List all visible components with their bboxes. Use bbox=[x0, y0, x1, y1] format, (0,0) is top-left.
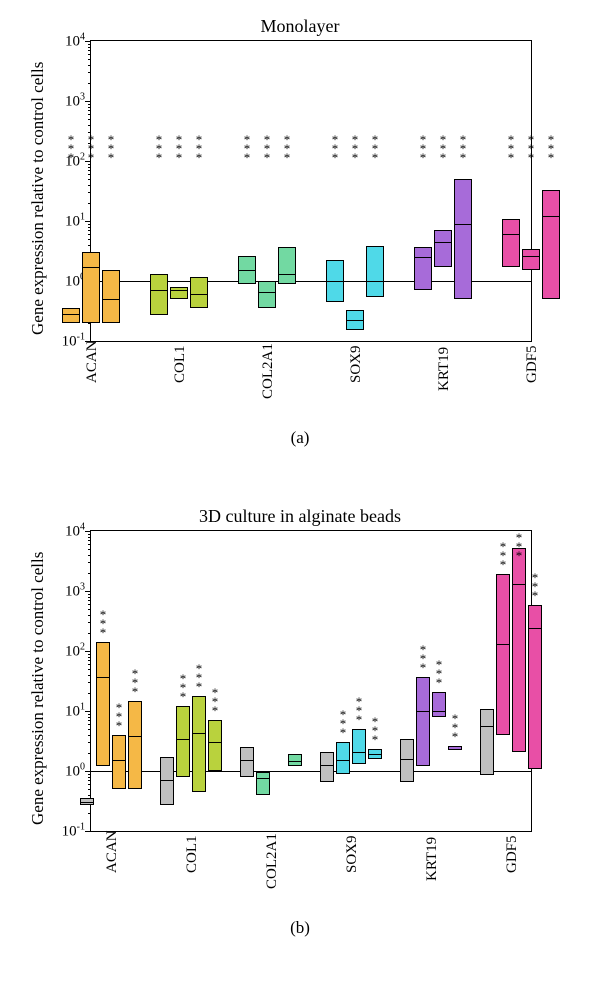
box-COL2A1-0 bbox=[240, 747, 254, 777]
panel-caption: (a) bbox=[0, 428, 600, 448]
sig-stars: *** bbox=[113, 703, 125, 730]
x-label-COL2A1: COL2A1 bbox=[264, 833, 281, 889]
box-GDF5-2 bbox=[512, 548, 526, 752]
box-COL1-2 bbox=[192, 696, 206, 792]
box-COL2A1-1 bbox=[256, 772, 270, 795]
box-GDF5-0 bbox=[502, 219, 520, 268]
box-KRT19-2 bbox=[454, 179, 472, 299]
sig-stars: *** bbox=[153, 135, 165, 162]
x-label-COL1: COL1 bbox=[184, 835, 201, 873]
box-SOX9-2 bbox=[352, 729, 366, 764]
sig-stars: *** bbox=[349, 135, 361, 162]
x-label-SOX9: SOX9 bbox=[348, 345, 365, 383]
sig-stars: *** bbox=[337, 710, 349, 737]
box-SOX9-3 bbox=[368, 749, 382, 758]
x-label-KRT19: KRT19 bbox=[424, 837, 441, 881]
box-SOX9-1 bbox=[346, 310, 364, 331]
box-SOX9-1 bbox=[336, 742, 350, 774]
box-COL1-2 bbox=[190, 277, 208, 308]
sig-stars: *** bbox=[545, 135, 557, 162]
sig-stars: *** bbox=[353, 697, 365, 724]
box-ACAN-2 bbox=[112, 735, 126, 789]
sig-stars: *** bbox=[329, 135, 341, 162]
box-COL1-3 bbox=[208, 720, 222, 771]
sig-stars: *** bbox=[457, 135, 469, 162]
x-label-ACAN: ACAN bbox=[104, 830, 121, 873]
sig-stars: *** bbox=[193, 135, 205, 162]
x-label-ACAN: ACAN bbox=[84, 340, 101, 383]
box-ACAN-0 bbox=[62, 308, 80, 323]
sig-stars: *** bbox=[437, 135, 449, 162]
sig-stars: *** bbox=[417, 645, 429, 672]
sig-stars: *** bbox=[433, 660, 445, 687]
sig-stars: *** bbox=[369, 717, 381, 744]
x-label-KRT19: KRT19 bbox=[436, 347, 453, 391]
sig-stars: *** bbox=[449, 714, 461, 741]
sig-stars: *** bbox=[193, 664, 205, 691]
box-COL1-1 bbox=[170, 287, 188, 299]
sig-stars: *** bbox=[241, 135, 253, 162]
sig-stars: *** bbox=[529, 573, 541, 600]
box-GDF5-1 bbox=[522, 249, 540, 270]
sig-stars: *** bbox=[497, 542, 509, 569]
sig-stars: *** bbox=[261, 135, 273, 162]
box-COL2A1-0 bbox=[238, 256, 256, 284]
sig-stars: *** bbox=[85, 135, 97, 162]
chart-area: 10-1100101102103104*********************… bbox=[90, 40, 532, 342]
box-SOX9-0 bbox=[320, 752, 334, 783]
sig-stars: *** bbox=[65, 135, 77, 162]
y-axis-label: Gene expression relative to control cell… bbox=[28, 62, 48, 335]
sig-stars: *** bbox=[209, 688, 221, 715]
panel-caption: (b) bbox=[0, 918, 600, 938]
box-GDF5-1 bbox=[496, 574, 510, 735]
box-KRT19-0 bbox=[400, 739, 414, 782]
baseline-one bbox=[91, 771, 531, 772]
sig-stars: *** bbox=[513, 533, 525, 560]
panel-b: 3D culture in alginate beads10-110010110… bbox=[0, 490, 600, 970]
x-label-GDF5: GDF5 bbox=[524, 345, 541, 383]
sig-stars: *** bbox=[525, 135, 537, 162]
box-KRT19-0 bbox=[414, 247, 432, 290]
box-GDF5-3 bbox=[528, 605, 542, 768]
sig-stars: *** bbox=[417, 135, 429, 162]
y-axis-label: Gene expression relative to control cell… bbox=[28, 552, 48, 825]
box-COL1-0 bbox=[160, 757, 174, 805]
box-GDF5-0 bbox=[480, 709, 494, 776]
box-SOX9-2 bbox=[366, 246, 384, 296]
box-COL2A1-1 bbox=[258, 281, 276, 308]
box-KRT19-1 bbox=[434, 230, 452, 267]
box-ACAN-1 bbox=[96, 642, 110, 766]
box-KRT19-1 bbox=[416, 677, 430, 766]
sig-stars: *** bbox=[281, 135, 293, 162]
box-COL1-1 bbox=[176, 706, 190, 777]
sig-stars: *** bbox=[97, 610, 109, 637]
sig-stars: *** bbox=[173, 135, 185, 162]
x-label-SOX9: SOX9 bbox=[344, 835, 361, 873]
x-label-COL1: COL1 bbox=[172, 345, 189, 383]
box-COL2A1-2 bbox=[278, 247, 296, 284]
box-GDF5-2 bbox=[542, 190, 560, 299]
box-ACAN-3 bbox=[128, 701, 142, 789]
box-KRT19-2 bbox=[432, 692, 446, 717]
chart-area: 10-1100101102103104*********************… bbox=[90, 530, 532, 832]
box-KRT19-3 bbox=[448, 746, 462, 750]
box-COL2A1-3 bbox=[288, 754, 302, 767]
box-SOX9-0 bbox=[326, 260, 344, 301]
box-COL1-0 bbox=[150, 274, 168, 315]
sig-stars: *** bbox=[129, 669, 141, 696]
sig-stars: *** bbox=[505, 135, 517, 162]
sig-stars: *** bbox=[369, 135, 381, 162]
sig-stars: *** bbox=[177, 674, 189, 701]
box-ACAN-0 bbox=[80, 798, 94, 805]
box-ACAN-2 bbox=[102, 270, 120, 323]
panel-a: Monolayer10-1100101102103104************… bbox=[0, 0, 600, 480]
sig-stars: *** bbox=[105, 135, 117, 162]
x-label-COL2A1: COL2A1 bbox=[260, 343, 277, 399]
box-ACAN-1 bbox=[82, 252, 100, 323]
x-label-GDF5: GDF5 bbox=[504, 835, 521, 873]
